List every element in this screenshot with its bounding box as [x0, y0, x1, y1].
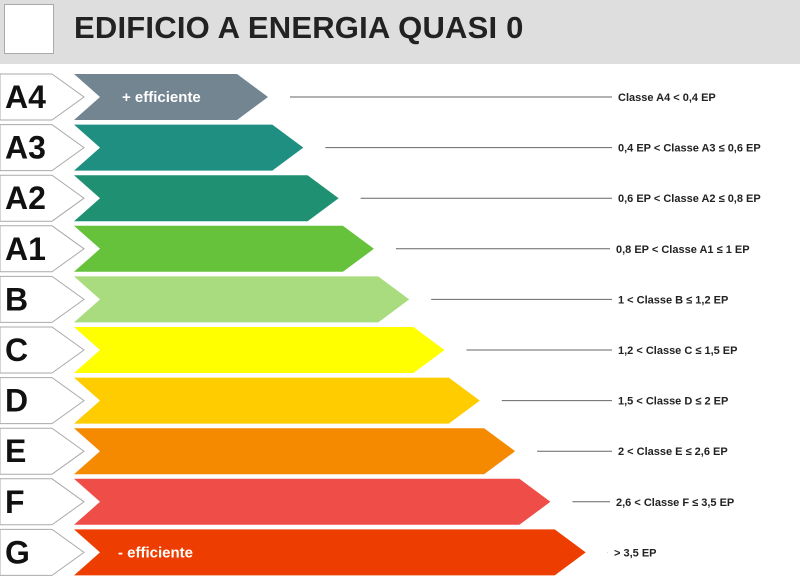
class-range: Classe A4 < 0,4 EP: [618, 92, 716, 104]
class-range: > 3,5 EP: [614, 547, 657, 559]
class-label: E: [5, 433, 26, 469]
class-label-arrow: [0, 174, 85, 222]
class-label-arrow: [0, 377, 85, 425]
class-bar: [74, 276, 410, 323]
class-label-arrow: [0, 427, 85, 475]
class-bar: [74, 428, 516, 475]
class-label: F: [5, 484, 25, 520]
class-label-arrow: [0, 124, 85, 172]
class-range: 0,8 EP < Classe A1 ≤ 1 EP: [616, 244, 750, 256]
class-range: 1,2 < Classe C ≤ 1,5 EP: [618, 345, 737, 357]
class-bar: [74, 377, 480, 424]
class-bar: [74, 175, 339, 222]
class-label: A3: [5, 130, 46, 166]
class-bar: [74, 478, 551, 525]
class-label: A2: [5, 180, 46, 216]
class-label-arrow: [0, 528, 85, 576]
selection-box: [4, 4, 54, 54]
efficiency-tag: - efficiente: [118, 544, 193, 561]
class-label: D: [5, 383, 28, 419]
class-bar: [74, 529, 586, 576]
class-label-arrow: [0, 326, 85, 374]
class-bar: [74, 327, 445, 373]
class-label-arrow: [0, 275, 85, 323]
class-label: A4: [5, 79, 46, 115]
class-label: C: [5, 332, 28, 368]
class-bar: [74, 124, 304, 171]
header-bar: EDIFICIO A ENERGIA QUASI 0: [0, 0, 800, 64]
class-bar: [74, 74, 268, 120]
efficiency-tag: + efficiente: [122, 89, 201, 106]
class-range: 0,6 EP < Classe A2 ≤ 0,8 EP: [618, 193, 761, 205]
class-range: 0,4 EP < Classe A3 ≤ 0,6 EP: [618, 143, 761, 155]
class-range: 2,6 < Classe F ≤ 3,5 EP: [616, 497, 734, 509]
class-label: G: [5, 534, 30, 570]
page-title: EDIFICIO A ENERGIA QUASI 0: [74, 10, 524, 45]
class-bar: [74, 225, 374, 272]
class-label-arrow: [0, 225, 85, 273]
class-range: 2 < Classe E ≤ 2,6 EP: [618, 446, 728, 458]
class-label-arrow: [0, 478, 85, 526]
class-label: B: [5, 281, 28, 317]
class-label: A1: [5, 231, 46, 267]
class-range: 1 < Classe B ≤ 1,2 EP: [618, 294, 728, 306]
class-range: 1,5 < Classe D ≤ 2 EP: [618, 396, 728, 408]
class-label-arrow: [0, 73, 85, 121]
